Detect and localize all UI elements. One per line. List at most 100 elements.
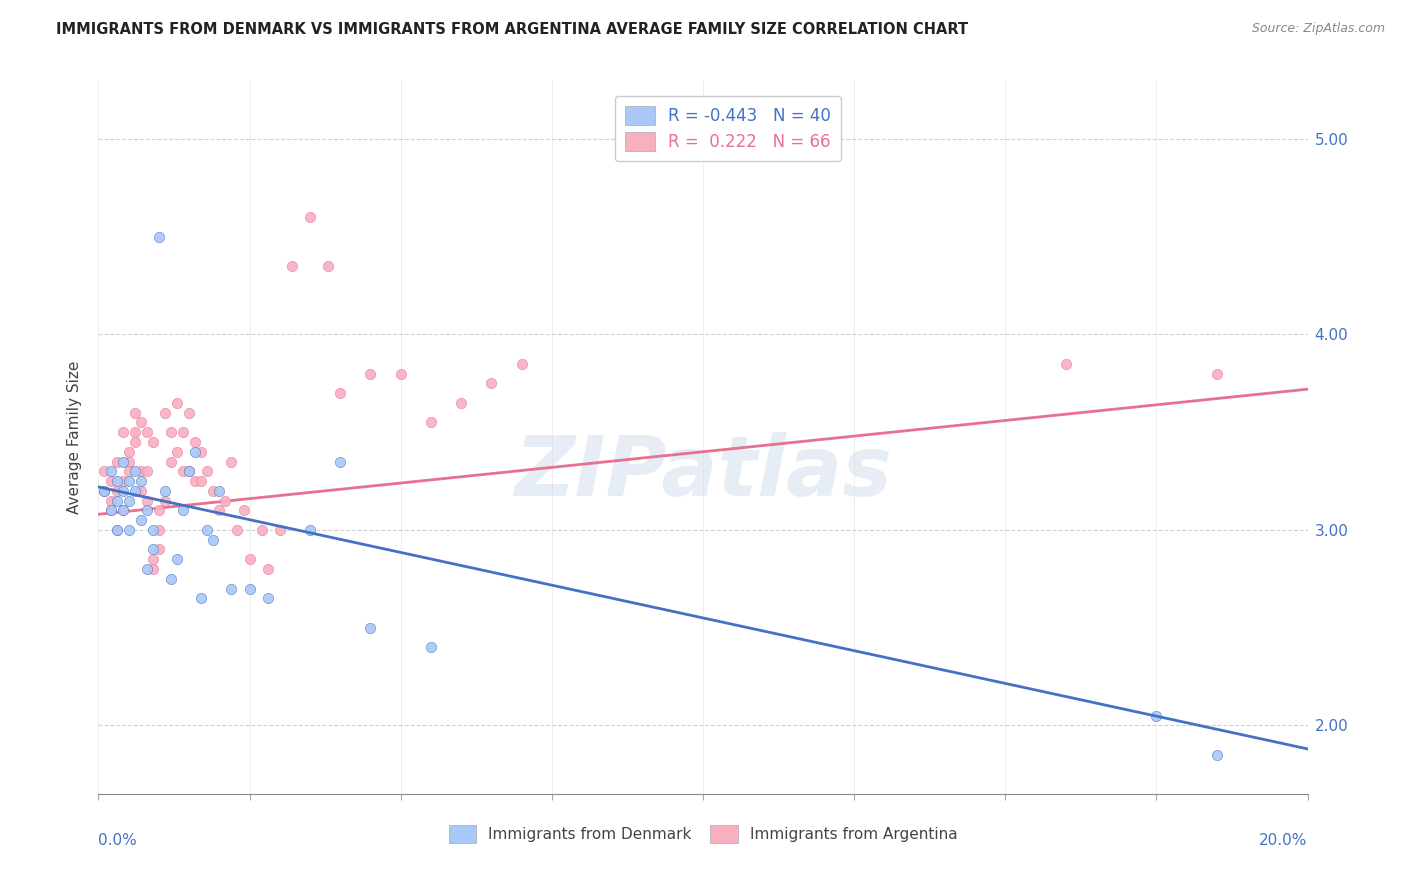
Point bbox=[184, 444, 207, 458]
Point bbox=[142, 523, 165, 537]
Point bbox=[100, 474, 122, 488]
Point bbox=[360, 367, 382, 381]
Point bbox=[420, 640, 443, 655]
Point bbox=[1206, 367, 1229, 381]
Point bbox=[172, 425, 194, 440]
Point bbox=[226, 523, 249, 537]
Point bbox=[148, 229, 170, 244]
Point bbox=[105, 483, 128, 498]
Point bbox=[124, 483, 146, 498]
Point bbox=[250, 523, 273, 537]
Point bbox=[153, 483, 176, 498]
Point bbox=[135, 425, 157, 440]
Point bbox=[256, 591, 278, 606]
Point bbox=[100, 503, 122, 517]
Point bbox=[360, 621, 382, 635]
Point bbox=[190, 474, 212, 488]
Point bbox=[239, 552, 262, 566]
Point bbox=[129, 464, 152, 478]
Point bbox=[195, 523, 218, 537]
Point bbox=[105, 523, 128, 537]
Point bbox=[389, 367, 412, 381]
Point bbox=[105, 523, 128, 537]
Point bbox=[1206, 747, 1229, 762]
Point bbox=[118, 474, 141, 488]
Point bbox=[142, 542, 165, 557]
Point bbox=[510, 357, 533, 371]
Point bbox=[221, 454, 243, 468]
Point bbox=[124, 406, 146, 420]
Point bbox=[256, 562, 278, 576]
Point bbox=[214, 493, 236, 508]
Point bbox=[208, 503, 231, 517]
Point bbox=[172, 503, 194, 517]
Legend: Immigrants from Denmark, Immigrants from Argentina: Immigrants from Denmark, Immigrants from… bbox=[441, 818, 965, 850]
Point bbox=[93, 483, 115, 498]
Point bbox=[1054, 357, 1077, 371]
Point bbox=[135, 562, 157, 576]
Point bbox=[93, 483, 115, 498]
Point bbox=[184, 474, 207, 488]
Point bbox=[329, 454, 352, 468]
Point bbox=[221, 582, 243, 596]
Point bbox=[118, 464, 141, 478]
Point bbox=[166, 396, 188, 410]
Point bbox=[184, 434, 207, 449]
Point bbox=[100, 464, 122, 478]
Point bbox=[153, 493, 176, 508]
Text: Source: ZipAtlas.com: Source: ZipAtlas.com bbox=[1251, 22, 1385, 36]
Text: 20.0%: 20.0% bbox=[1260, 833, 1308, 848]
Point bbox=[129, 483, 152, 498]
Point bbox=[100, 493, 122, 508]
Point bbox=[142, 434, 165, 449]
Point bbox=[148, 523, 170, 537]
Point bbox=[111, 474, 134, 488]
Point bbox=[329, 386, 352, 401]
Point bbox=[299, 523, 322, 537]
Point bbox=[450, 396, 472, 410]
Point bbox=[93, 464, 115, 478]
Point bbox=[124, 434, 146, 449]
Text: 0.0%: 0.0% bbox=[98, 833, 138, 848]
Point bbox=[111, 454, 134, 468]
Point bbox=[179, 406, 201, 420]
Point bbox=[142, 552, 165, 566]
Text: IMMIGRANTS FROM DENMARK VS IMMIGRANTS FROM ARGENTINA AVERAGE FAMILY SIZE CORRELA: IMMIGRANTS FROM DENMARK VS IMMIGRANTS FR… bbox=[56, 22, 969, 37]
Point bbox=[420, 416, 443, 430]
Point bbox=[124, 425, 146, 440]
Point bbox=[166, 444, 188, 458]
Point bbox=[105, 493, 128, 508]
Y-axis label: Average Family Size: Average Family Size bbox=[67, 360, 83, 514]
Point bbox=[111, 483, 134, 498]
Point bbox=[118, 493, 141, 508]
Point bbox=[129, 474, 152, 488]
Point bbox=[239, 582, 262, 596]
Point bbox=[179, 464, 201, 478]
Point bbox=[148, 542, 170, 557]
Point bbox=[124, 464, 146, 478]
Point bbox=[1144, 708, 1167, 723]
Point bbox=[118, 444, 141, 458]
Point bbox=[202, 533, 225, 547]
Point bbox=[111, 503, 134, 517]
Point bbox=[190, 591, 212, 606]
Point bbox=[172, 464, 194, 478]
Point bbox=[316, 259, 339, 273]
Point bbox=[160, 454, 183, 468]
Point bbox=[160, 572, 183, 586]
Point bbox=[118, 454, 141, 468]
Point bbox=[299, 210, 322, 224]
Point bbox=[160, 425, 183, 440]
Point bbox=[129, 513, 152, 527]
Point bbox=[281, 259, 304, 273]
Point bbox=[118, 523, 141, 537]
Point bbox=[142, 562, 165, 576]
Text: ZIPatlas: ZIPatlas bbox=[515, 433, 891, 513]
Point bbox=[135, 503, 157, 517]
Point bbox=[195, 464, 218, 478]
Point bbox=[481, 376, 503, 391]
Point bbox=[111, 425, 134, 440]
Point bbox=[135, 493, 157, 508]
Point bbox=[100, 503, 122, 517]
Point bbox=[105, 474, 128, 488]
